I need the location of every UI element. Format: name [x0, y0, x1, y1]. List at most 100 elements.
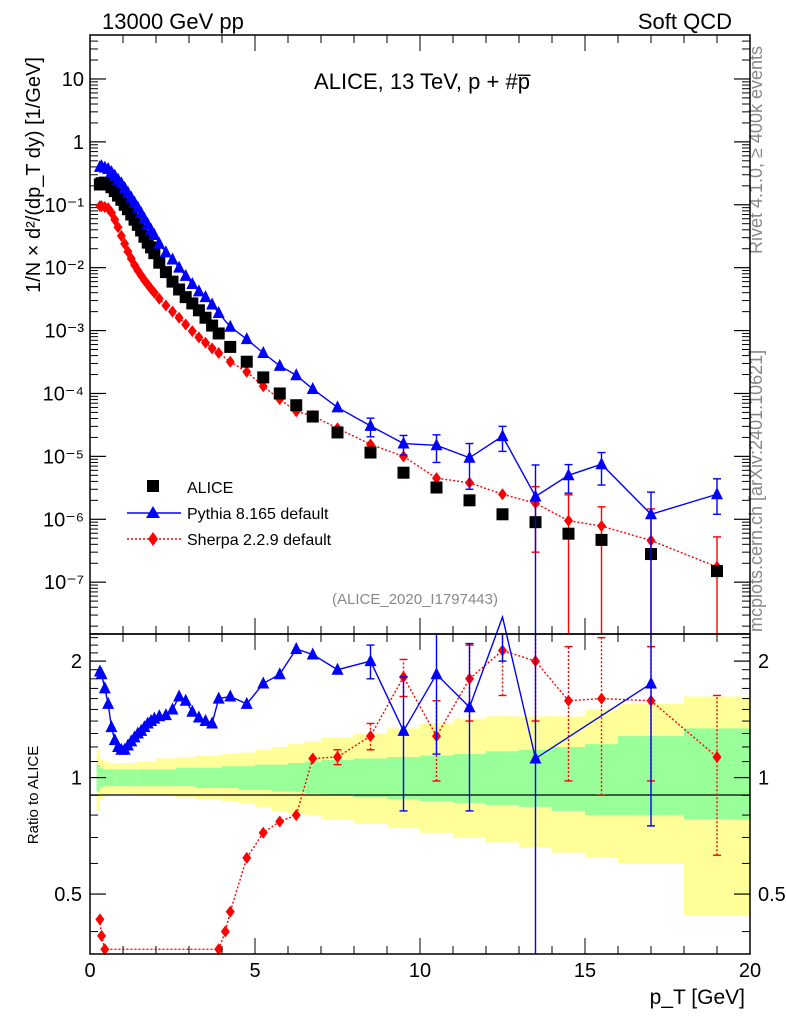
- pythia-point: [240, 332, 253, 345]
- sherpa-ratio-point: [291, 809, 301, 822]
- ratio-band-inner: [175, 767, 196, 787]
- main-y-tick-label: 10⁻²: [45, 258, 85, 280]
- x-tick-label: 10: [409, 960, 431, 982]
- sherpa-point: [174, 311, 184, 324]
- alice-point: [711, 565, 723, 578]
- ratio-band-inner: [288, 763, 305, 792]
- legend-label-sherpa: Sherpa 2.2.9 default: [187, 532, 332, 549]
- sherpa-point: [116, 229, 126, 242]
- pythia-ratio-point: [179, 693, 192, 706]
- sherpa-point: [154, 292, 164, 305]
- alice-point: [397, 466, 410, 479]
- ratio-frame: [89, 633, 751, 955]
- legend-label-alice: ALICE: [187, 480, 233, 497]
- alice-point: [273, 387, 286, 400]
- ratio-y-tick-labels: 0.5 0.5 1 1 2 2: [54, 651, 786, 906]
- pythia-ratio-point: [306, 647, 319, 660]
- ratio-series: [93, 614, 722, 956]
- ratio-band-inner: [304, 761, 321, 794]
- ratio-y-tick-label: 0.5: [758, 884, 786, 906]
- main-panel: 10⁻⁷ 10⁻⁶ 10⁻⁵ 10⁻⁴ 10⁻³ 10⁻² 10⁻¹ 1 10 ALICE, 1…: [23, 34, 751, 635]
- pythia-ratio-point: [166, 702, 179, 715]
- sherpa-point: [120, 237, 130, 250]
- pythia-ratio-point: [331, 662, 344, 675]
- pythia-point: [562, 468, 575, 481]
- ratio-y-axis-label: Ratio to ALICE: [25, 746, 42, 844]
- pythia-ratio-point: [645, 676, 657, 689]
- header-left: 13000 GeV pp: [102, 9, 244, 34]
- main-ticks: [89, 34, 751, 634]
- sherpa-point: [181, 318, 191, 331]
- sherpa-point: [194, 331, 204, 344]
- pythia-ratio-point: [206, 716, 219, 729]
- alice-point: [290, 399, 303, 412]
- main-y-tick-labels: 10⁻⁷ 10⁻⁶ 10⁻⁵ 10⁻⁴ 10⁻³ 10⁻² 10⁻¹ 1 10: [43, 69, 85, 594]
- x-tick-labels: 0 5 10 15 20: [84, 960, 761, 982]
- sherpa-point: [564, 514, 573, 527]
- pythia-ratio-point: [224, 689, 237, 702]
- sherpa-point: [201, 336, 210, 349]
- ratio-y-tick-label: 2: [758, 651, 769, 673]
- alice-point: [331, 426, 344, 439]
- side-rivet-text: Rivet 4.1.0, ≥ 400k events: [746, 46, 766, 254]
- sherpa-ratio-point: [214, 943, 224, 956]
- pythia-ratio-point: [364, 654, 377, 667]
- ratio-band-inner: [354, 758, 387, 798]
- pythia-point: [173, 260, 186, 273]
- main-y-tick-label: 10⁻⁷: [44, 572, 84, 594]
- pythia-point: [153, 236, 166, 249]
- sherpa-ratio-point: [242, 851, 252, 864]
- side-mcplots-text: mcplots.cern.ch [arXiv:2401.10621]: [746, 350, 766, 632]
- pythia-point: [159, 245, 172, 258]
- pythia-point: [331, 400, 344, 413]
- pythia-ratio-point: [397, 723, 410, 736]
- ratio-band-inner: [238, 766, 255, 790]
- alice-point: [148, 247, 161, 260]
- sherpa-ratio-point: [564, 694, 573, 707]
- pythia-ratio-point: [159, 708, 172, 721]
- pythia-point: [186, 277, 199, 290]
- plot-title: ALICE, 13 TeV, p + #p̅: [314, 69, 531, 94]
- analysis-tag: (ALICE_2020_I1797443): [332, 591, 498, 608]
- pythia-point: [192, 284, 205, 297]
- ratio-band-inner: [123, 769, 137, 787]
- ratio-bands: [96, 696, 750, 916]
- sherpa-point: [242, 365, 252, 378]
- alice-point: [463, 494, 476, 507]
- sherpa-point: [399, 450, 408, 463]
- sherpa-ratio-point: [597, 692, 606, 705]
- sherpa-ratio-point: [95, 913, 105, 926]
- main-y-tick-label: 10⁻⁵: [43, 446, 84, 468]
- sherpa-point: [498, 488, 507, 501]
- pythia-ratio-point: [257, 676, 270, 689]
- ratio-panel: 0.5 0.5 1 1 2 2 0 5 10 15 20 Ratio to ALICE p_T […: [25, 614, 786, 1009]
- sherpa-ratio-point: [225, 905, 235, 918]
- pythia-point: [224, 319, 237, 332]
- sherpa-point: [161, 299, 171, 312]
- pythia-point: [290, 368, 303, 381]
- pythia-point: [306, 381, 319, 394]
- main-y-axis-label: 1/N × d²/(dp_T dy) [1/GeV]: [23, 57, 45, 293]
- sherpa-ratio-point: [100, 943, 110, 956]
- main-y-tick-label: 1: [73, 132, 84, 154]
- x-tick-label: 15: [574, 960, 596, 982]
- alice-point: [496, 508, 509, 521]
- pythia-point: [257, 345, 270, 358]
- pythia-ratio-point: [102, 696, 115, 709]
- x-tick-label: 5: [249, 960, 260, 982]
- alice-point: [224, 340, 237, 353]
- pythia-point: [595, 457, 608, 470]
- alice-point: [257, 371, 270, 384]
- ratio-band-inner: [195, 767, 222, 788]
- pythia-ratio-point: [192, 710, 205, 723]
- alice-point: [306, 410, 319, 423]
- pythia-point: [430, 438, 443, 451]
- alice-point: [212, 327, 225, 340]
- pythia-point: [463, 450, 476, 463]
- ratio-band-inner: [585, 744, 618, 816]
- pythia-point: [199, 290, 212, 303]
- pythia-ratio-point: [199, 714, 212, 727]
- main-y-tick-label: 10: [62, 69, 84, 91]
- x-tick-label: 0: [84, 960, 95, 982]
